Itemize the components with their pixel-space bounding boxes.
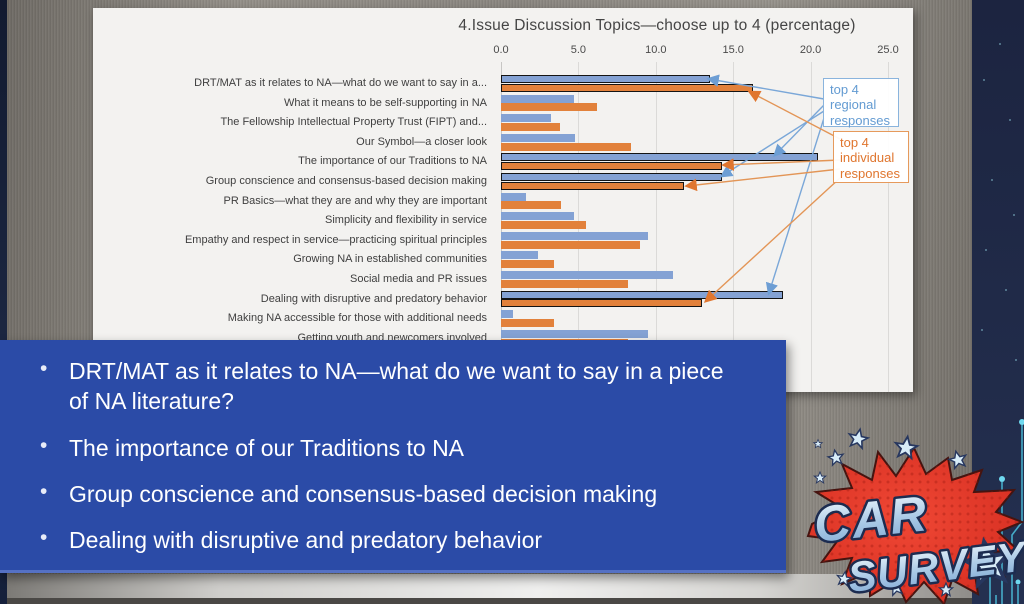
category-label: Our Symbol—a closer look xyxy=(356,135,487,148)
bar-regional xyxy=(501,231,649,240)
category-label: The importance of our Traditions to NA xyxy=(298,155,487,168)
highlights-panel: DRT/MAT as it relates to NA—what do we w… xyxy=(0,340,786,573)
bar-regional xyxy=(501,75,710,83)
left-circuit-strip xyxy=(0,0,7,604)
bullet-item: Group conscience and consensus-based dec… xyxy=(38,478,738,509)
bar-individual xyxy=(501,83,754,92)
bar-individual xyxy=(501,103,597,112)
category-label: Social media and PR issues xyxy=(350,273,487,285)
chart-row: The importance of our Traditions to NA xyxy=(93,153,913,171)
chart-row: Dealing with disruptive and predatory be… xyxy=(93,290,913,309)
x-tick-label: 25.0 xyxy=(877,44,899,56)
x-tick-label: 20.0 xyxy=(799,44,822,56)
bullet-item: DRT/MAT as it relates to NA—what do we w… xyxy=(38,355,738,417)
bar-regional xyxy=(501,329,649,338)
category-label: Empathy and respect in service—practicin… xyxy=(184,233,487,246)
legend-individual: top 4 individual responses xyxy=(833,131,909,183)
legend-regional: top 4 regional responses xyxy=(823,78,899,128)
bar-regional xyxy=(501,173,723,181)
bar-regional xyxy=(501,212,574,221)
bar-regional xyxy=(501,153,819,162)
chart-row: Making NA accessible for those with addi… xyxy=(93,310,913,328)
category-label: Simplicity and flexibility in service xyxy=(325,214,487,227)
chart-row: Group conscience and consensus-based dec… xyxy=(93,173,913,191)
category-label: DRT/MAT as it relates to NA—what do we w… xyxy=(194,77,487,89)
bar-regional xyxy=(501,290,783,299)
category-label: Making NA accessible for those with addi… xyxy=(227,312,487,325)
logo-line1: CAR xyxy=(811,485,931,553)
chart-row: The Fellowship Intellectual Property Tru… xyxy=(93,114,913,132)
bottom-metal-band xyxy=(7,574,972,598)
bar-individual xyxy=(501,142,632,151)
category-label: PR Basics—what they are and why they are… xyxy=(223,194,487,207)
chart-row: PR Basics—what they are and why they are… xyxy=(93,192,913,211)
bar-individual xyxy=(501,181,684,190)
x-tick-label: 0.0 xyxy=(493,44,509,56)
bar-individual xyxy=(501,318,554,327)
chart-row: Growing NA in established communities xyxy=(93,251,913,269)
bar-regional xyxy=(501,251,539,260)
x-tick-label: 15.0 xyxy=(722,44,744,56)
chart-row: DRT/MAT as it relates to NA—what do we w… xyxy=(93,75,913,93)
car-survey-logo: CAR SURVEY xyxy=(807,426,1024,604)
legend-individual-label: top 4 individual responses xyxy=(840,135,900,181)
category-label: The Fellowship Intellectual Property Tru… xyxy=(220,116,487,129)
chart-row: Social media and PR issues xyxy=(93,271,913,289)
chart-title: 4.Issue Discussion Topics—choose up to 4… xyxy=(458,17,856,34)
x-tick-label: 5.0 xyxy=(570,44,587,56)
bar-regional xyxy=(501,94,574,103)
logo-text-car: CAR xyxy=(809,483,934,556)
x-tick-label: 10.0 xyxy=(645,44,667,56)
category-label: Growing NA in established communities xyxy=(293,253,487,266)
star-dots xyxy=(981,43,1017,361)
bar-individual xyxy=(501,260,554,269)
bar-regional xyxy=(501,192,526,201)
bottom-dark-strip xyxy=(7,598,972,604)
chart-row: Our Symbol—a closer look xyxy=(93,133,913,152)
highlights-list: DRT/MAT as it relates to NA—what do we w… xyxy=(0,340,786,556)
legend-regional-label: top 4 regional responses xyxy=(830,82,890,128)
presentation-slide: 4.Issue Discussion Topics—choose up to 4… xyxy=(93,8,913,392)
bar-regional xyxy=(501,114,551,123)
bullet-item: The importance of our Traditions to NA xyxy=(38,432,738,463)
gridline xyxy=(888,62,889,392)
category-label: Group conscience and consensus-based dec… xyxy=(205,175,487,187)
bar-regional xyxy=(501,271,673,279)
bar-individual xyxy=(501,240,641,249)
chart-row: What it means to be self-supporting in N… xyxy=(93,94,913,113)
bar-individual xyxy=(501,162,723,171)
bar-individual xyxy=(501,279,628,288)
bullet-item: Dealing with disruptive and predatory be… xyxy=(38,524,738,555)
bar-individual xyxy=(501,299,703,308)
chart-row: Empathy and respect in service—practicin… xyxy=(93,231,913,250)
gridline xyxy=(655,62,657,392)
bar-individual xyxy=(501,122,560,131)
bar-individual xyxy=(501,220,587,229)
category-label: What it means to be self-supporting in N… xyxy=(284,96,487,109)
chart-row: Simplicity and flexibility in service xyxy=(93,212,913,230)
category-label: Dealing with disruptive and predatory be… xyxy=(260,292,487,305)
bar-regional xyxy=(501,310,514,319)
bar-regional xyxy=(501,133,576,142)
bar-individual xyxy=(501,201,562,210)
